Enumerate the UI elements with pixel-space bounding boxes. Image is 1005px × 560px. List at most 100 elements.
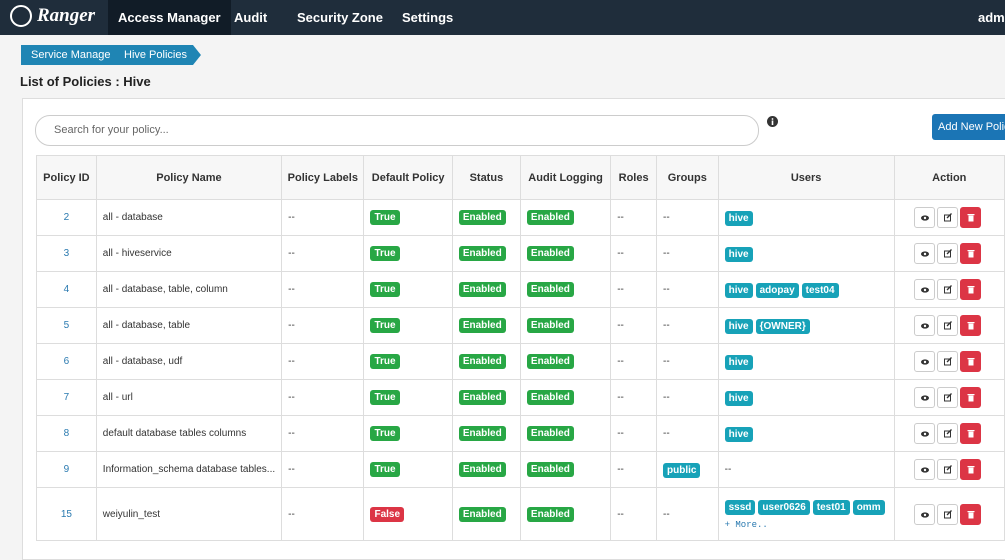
policy-labels: --	[281, 451, 365, 488]
logo	[10, 5, 32, 27]
view-button[interactable]	[913, 503, 935, 525]
delete-button[interactable]	[959, 351, 981, 372]
default-cell: True	[363, 343, 453, 380]
view-button[interactable]	[913, 279, 935, 300]
audit-badge: Enabled	[526, 354, 574, 369]
audit-badge: Enabled	[526, 506, 574, 522]
users-cell: sssd user0626 test01 omm + More..	[717, 487, 895, 541]
delete-button[interactable]	[959, 423, 981, 444]
edit-button[interactable]	[936, 207, 958, 228]
status-cell: Enabled	[451, 415, 521, 452]
breadcrumb[interactable]: Service Manager	[21, 45, 128, 65]
users-cell: hive	[717, 235, 895, 272]
edit-button[interactable]	[936, 503, 958, 525]
default-cell: True	[363, 451, 453, 488]
delete-button[interactable]	[959, 243, 981, 264]
audit-badge: Enabled	[526, 390, 574, 405]
nav-item[interactable]: Settings	[402, 10, 454, 25]
policy-id[interactable]: 15	[36, 487, 97, 541]
audit-cell: Enabled	[519, 307, 612, 344]
policy-name: all - database	[95, 199, 283, 236]
policy-id[interactable]: 9	[36, 451, 97, 488]
view-button[interactable]	[913, 351, 935, 372]
policy-row: 2 all - database -- True Enabled Enabled -- -- h…	[36, 199, 1005, 236]
edit-button[interactable]	[936, 351, 958, 372]
action-cell	[893, 199, 1005, 236]
edit-button[interactable]	[936, 243, 958, 264]
delete-button[interactable]	[959, 459, 981, 480]
audit-badge: Enabled	[526, 210, 574, 225]
status-badge: Enabled	[458, 390, 506, 405]
view-button[interactable]	[913, 423, 935, 444]
user-tag: hive	[724, 427, 753, 442]
brand[interactable]: Ranger	[10, 5, 95, 27]
user-tag: omm	[852, 500, 885, 515]
status-badge: Enabled	[458, 354, 506, 369]
view-button[interactable]	[913, 459, 935, 480]
more-link[interactable]: + More..	[724, 520, 768, 530]
groups: --	[656, 271, 719, 308]
delete-button[interactable]	[959, 279, 981, 300]
default-badge: True	[370, 210, 400, 225]
policy-row: 8 default database tables columns -- True En…	[36, 415, 1005, 452]
status-cell: Enabled	[451, 379, 521, 416]
edit-button[interactable]	[936, 387, 958, 408]
edit-button[interactable]	[936, 423, 958, 444]
policy-row: 5 all - database, table -- True Enabled Enabl…	[36, 307, 1005, 344]
roles: --	[610, 343, 658, 380]
groups: --	[656, 307, 719, 344]
policy-id[interactable]: 2	[36, 199, 97, 236]
users-cell: hive	[717, 379, 895, 416]
users-cell: hive	[717, 415, 895, 452]
policy-name: default database tables columns	[95, 415, 283, 452]
roles: --	[610, 307, 658, 344]
status-cell: Enabled	[451, 235, 521, 272]
groups-cell: public	[656, 451, 719, 488]
nav-item[interactable]: Access Manager	[108, 0, 231, 35]
status-cell: Enabled	[451, 271, 521, 308]
policy-id[interactable]: 4	[36, 271, 97, 308]
edit-button[interactable]	[936, 315, 958, 336]
status-badge: Enabled	[458, 246, 506, 261]
edit-button[interactable]	[936, 459, 958, 480]
view-button[interactable]	[913, 207, 935, 228]
nav-item[interactable]: Security Zone	[297, 10, 383, 25]
search-box[interactable]: Search for your policy...	[35, 115, 759, 146]
breadcrumb[interactable]: Hive Policies	[110, 45, 201, 65]
delete-button[interactable]	[959, 315, 981, 336]
view-button[interactable]	[913, 315, 935, 336]
action-cell	[893, 271, 1005, 308]
edit-button[interactable]	[936, 279, 958, 300]
default-badge: True	[370, 354, 400, 369]
policy-id[interactable]: 3	[36, 235, 97, 272]
status-cell: Enabled	[451, 199, 521, 236]
status-cell: Enabled	[451, 343, 521, 380]
info-icon[interactable]	[767, 116, 778, 127]
user-tag: hive	[724, 391, 753, 406]
add-policy-button[interactable]: Add New Policy	[932, 114, 1005, 140]
view-button[interactable]	[913, 387, 935, 408]
policy-labels: --	[281, 415, 365, 452]
audit-cell: Enabled	[519, 343, 612, 380]
user-menu[interactable]: admin	[978, 10, 1005, 25]
policy-labels: --	[281, 343, 365, 380]
view-button[interactable]	[913, 243, 935, 264]
user-tag: hive	[724, 355, 753, 370]
delete-button[interactable]	[959, 387, 981, 408]
roles: --	[610, 199, 658, 236]
policy-id[interactable]: 6	[36, 343, 97, 380]
status-cell: Enabled	[451, 451, 521, 488]
default-badge: True	[370, 318, 400, 333]
policy-name: weiyulin_test	[95, 487, 283, 541]
groups: --	[656, 487, 719, 541]
policy-id[interactable]: 8	[36, 415, 97, 452]
delete-button[interactable]	[959, 503, 981, 525]
brand-text: Ranger	[37, 5, 96, 26]
status-badge: Enabled	[458, 462, 506, 477]
policy-labels: --	[281, 235, 365, 272]
policy-id[interactable]: 7	[36, 379, 97, 416]
audit-cell: Enabled	[519, 379, 612, 416]
delete-button[interactable]	[959, 207, 981, 228]
policy-id[interactable]: 5	[36, 307, 97, 344]
nav-item[interactable]: Audit	[234, 10, 268, 25]
